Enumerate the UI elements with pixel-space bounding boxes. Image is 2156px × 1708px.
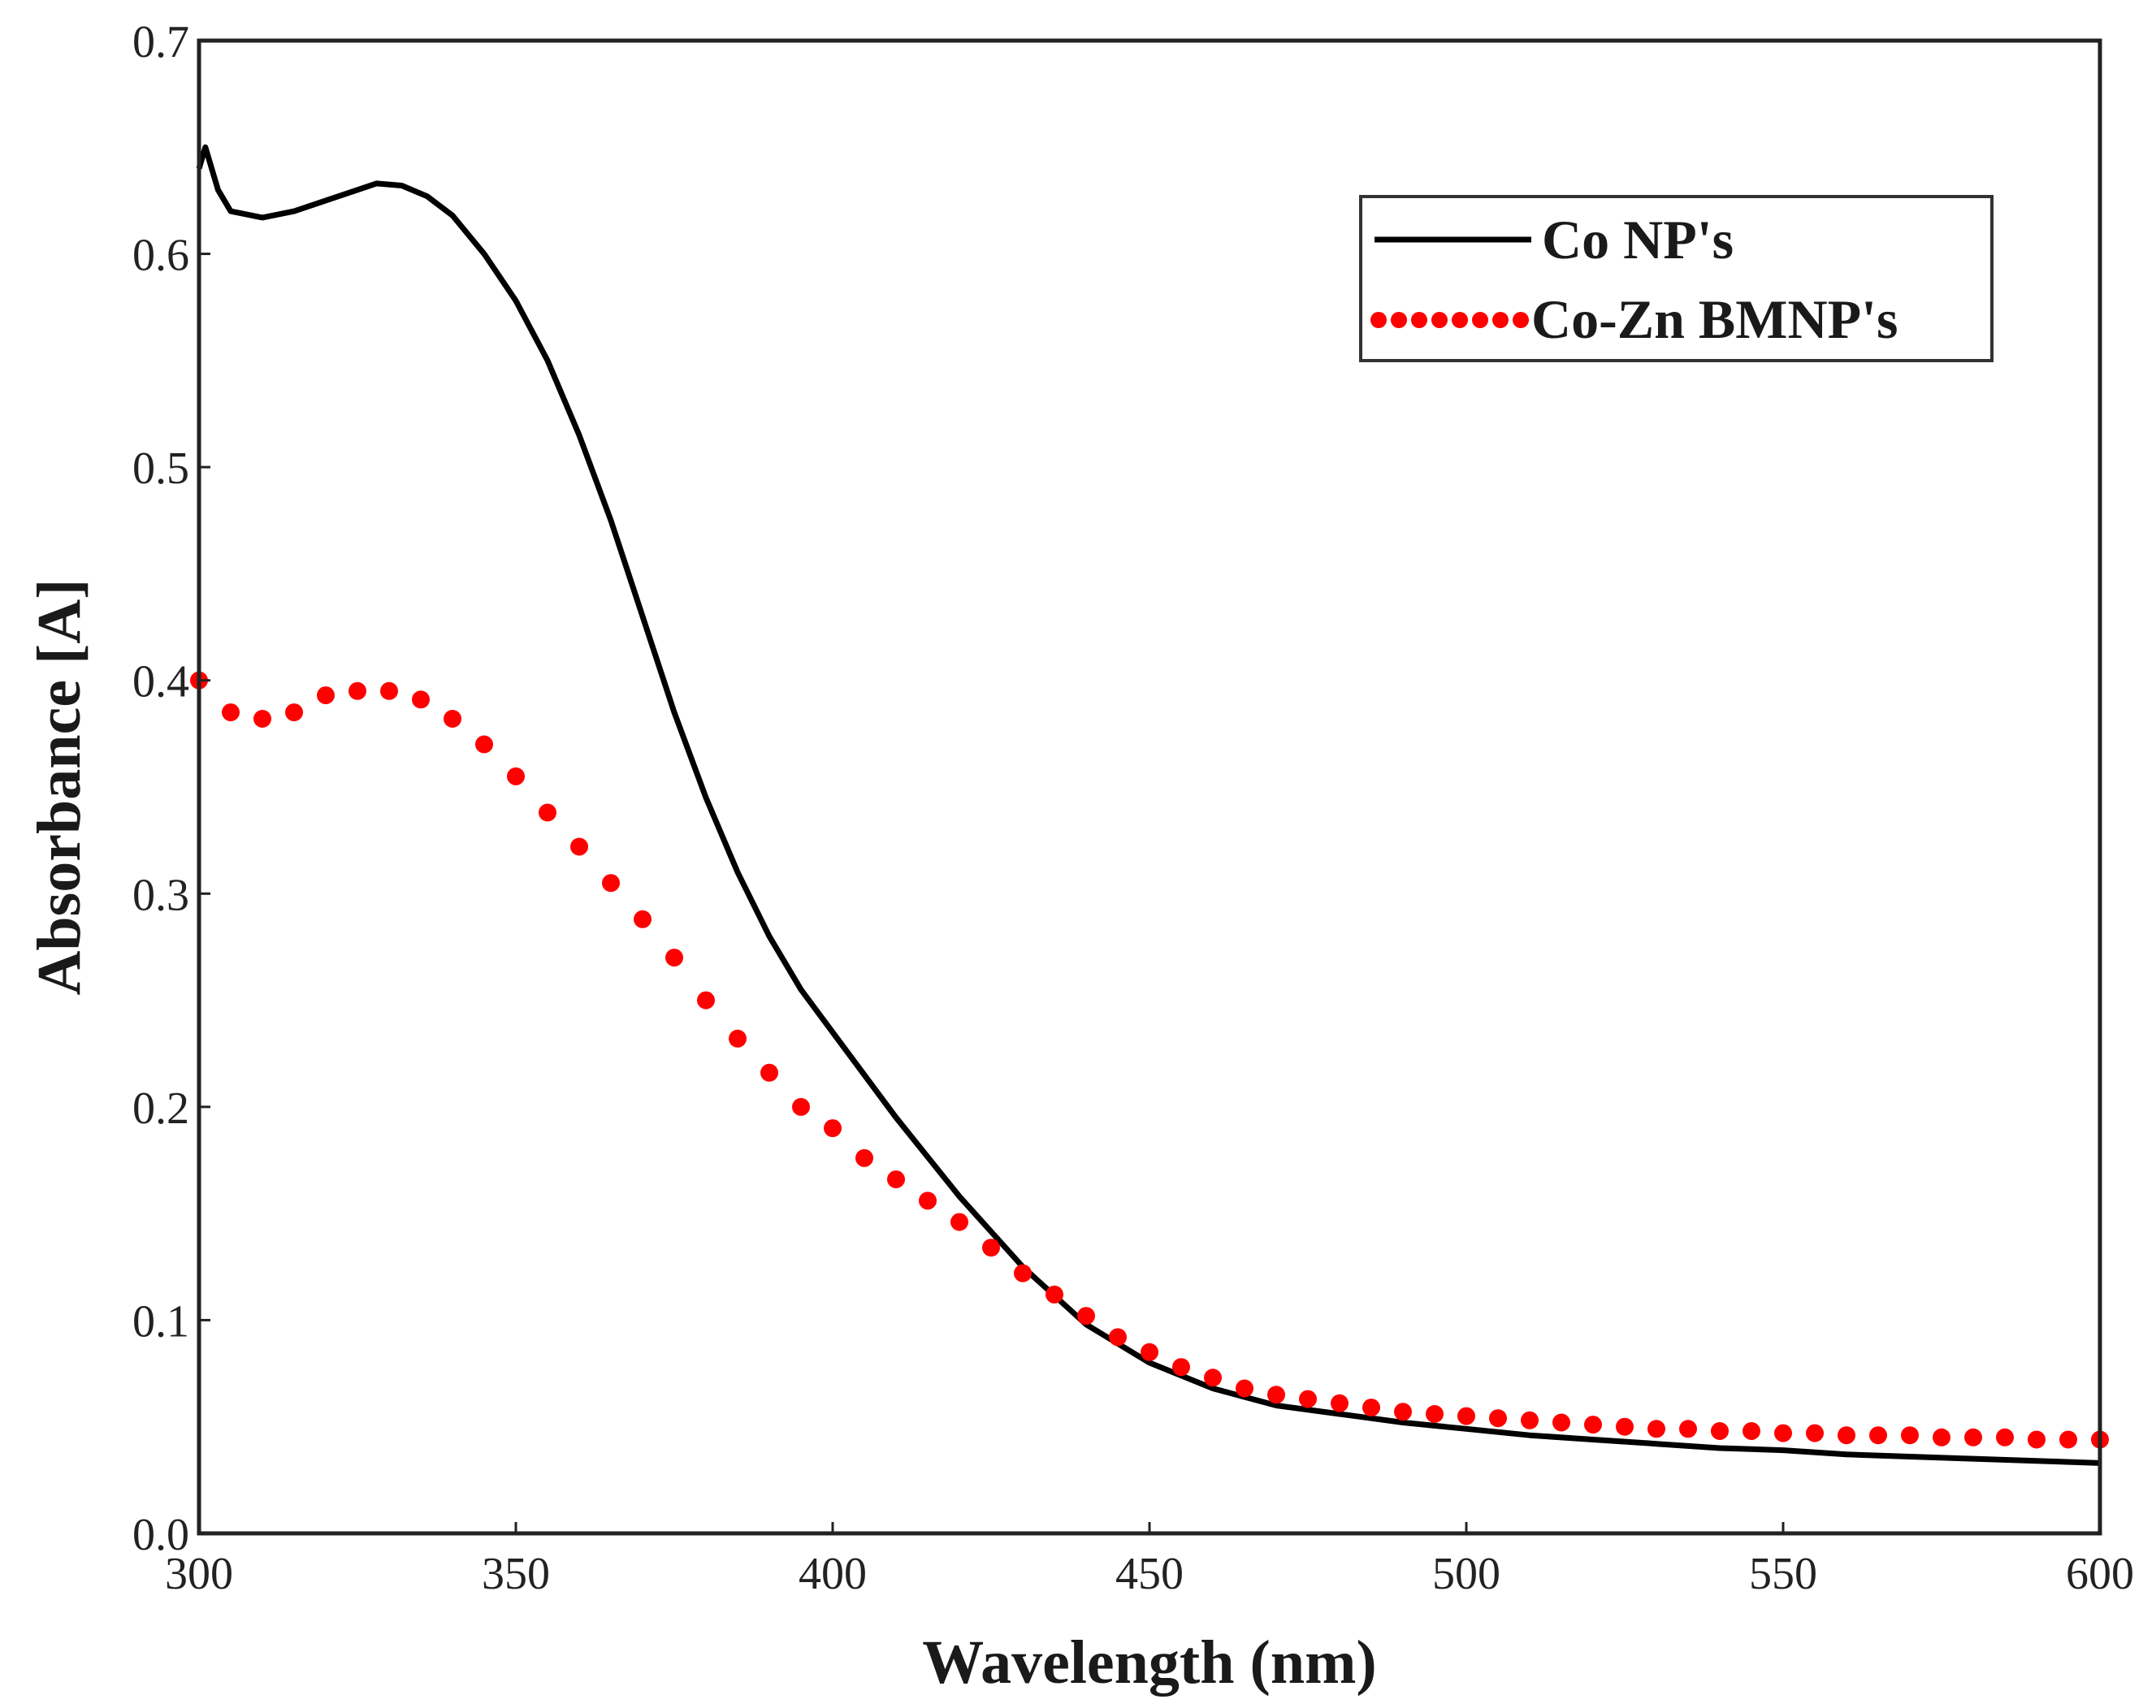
series-point-co-zn-305 (222, 703, 240, 722)
series-point-co-zn-315 (285, 703, 303, 722)
x-tick-label-450: 450 (1115, 1549, 1184, 1599)
legend-dot-1 (1391, 312, 1407, 328)
series-point-co-zn-585 (1996, 1428, 2014, 1446)
series-point-co-zn-470 (1267, 1386, 1285, 1404)
series-point-co-zn-405 (855, 1148, 873, 1167)
series-point-co-zn-565 (1869, 1426, 1887, 1445)
series-point-co-zn-475 (1299, 1390, 1317, 1408)
series-line-co-np (196, 144, 2101, 1466)
series-point-co-zn-570 (1901, 1426, 1919, 1445)
y-tick-label-2: 0.2 (132, 1083, 189, 1134)
series-point-co-zn-410 (887, 1170, 905, 1189)
series-point-co-zn-330 (380, 681, 398, 700)
series-point-co-zn-580 (1964, 1428, 1982, 1446)
series-point-co-zn-550 (1774, 1424, 1792, 1442)
series-point-co-zn-440 (1077, 1307, 1095, 1325)
series-point-co-zn-420 (950, 1213, 968, 1231)
series-point-co-zn-320 (317, 686, 335, 705)
y-tick-label-7: 0.7 (132, 17, 189, 67)
series-point-co-zn-310 (253, 710, 271, 728)
series-point-co-zn-365 (602, 874, 620, 893)
x-axis-title: Wavelength (nm) (922, 1628, 1376, 1697)
series-point-co-zn-465 (1236, 1379, 1253, 1398)
series-point-co-zn-520 (1584, 1416, 1602, 1434)
series-point-co-zn-325 (349, 681, 366, 700)
series-point-co-zn-375 (665, 949, 683, 967)
series-point-co-zn-485 (1362, 1399, 1380, 1417)
series-point-co-zn-455 (1172, 1358, 1190, 1377)
series-point-co-zn-345 (475, 735, 493, 754)
series-point-co-zn-360 (570, 837, 588, 856)
legend-swatch-co-zn (1370, 312, 1529, 328)
legend-dot-2 (1411, 312, 1427, 328)
series-point-co-zn-480 (1331, 1394, 1349, 1412)
series-point-co-zn-450 (1141, 1343, 1158, 1361)
series-point-co-zn-500 (1457, 1407, 1475, 1425)
series-point-co-zn-560 (1838, 1426, 1855, 1445)
y-tick-label-5: 0.5 (132, 443, 189, 494)
legend-dot-5 (1472, 312, 1488, 328)
series-co-zn-points (190, 671, 2109, 1449)
series-point-co-zn-355 (539, 803, 556, 822)
y-tick-label-0: 0.0 (132, 1510, 189, 1560)
series-point-co-zn-390 (760, 1063, 778, 1082)
series-point-co-zn-535 (1679, 1420, 1697, 1438)
series-point-co-zn-460 (1204, 1369, 1222, 1387)
legend-label-co-np: Co NP's (1542, 209, 1734, 270)
series-point-co-zn-370 (634, 910, 652, 928)
y-tick-label-4: 0.4 (132, 657, 189, 707)
series-point-co-zn-510 (1521, 1411, 1539, 1429)
legend-dot-4 (1452, 312, 1468, 328)
series-point-co-zn-490 (1394, 1403, 1412, 1421)
x-tick-label-300: 300 (165, 1549, 233, 1599)
series-point-co-zn-415 (919, 1191, 937, 1210)
series-point-co-zn-380 (697, 991, 715, 1010)
series-point-co-zn-400 (824, 1119, 842, 1138)
series-point-co-zn-425 (982, 1239, 1000, 1257)
series-point-co-zn-385 (729, 1029, 747, 1048)
series-point-co-zn-395 (792, 1097, 810, 1116)
series-point-co-zn-430 (1014, 1264, 1032, 1282)
series-point-co-zn-445 (1109, 1328, 1127, 1347)
series-point-co-zn-435 (1046, 1285, 1063, 1304)
legend-dot-0 (1370, 312, 1387, 328)
legend-dot-7 (1513, 312, 1529, 328)
series-point-co-zn-350 (507, 767, 525, 785)
x-tick-label-600: 600 (2066, 1549, 2134, 1599)
y-tick-label-3: 0.3 (132, 870, 189, 920)
series-point-co-zn-495 (1426, 1405, 1444, 1423)
series-point-co-zn-575 (1933, 1428, 1950, 1446)
series-point-co-zn-595 (2059, 1430, 2077, 1449)
series-point-co-zn-540 (1711, 1422, 1729, 1440)
x-tick-label-550: 550 (1749, 1549, 1817, 1599)
y-tick-label-1: 0.1 (132, 1296, 189, 1347)
series-point-co-zn-515 (1552, 1413, 1570, 1432)
series-point-co-zn-555 (1806, 1424, 1824, 1442)
legend-dot-3 (1431, 312, 1448, 328)
series-point-co-zn-340 (444, 710, 461, 728)
y-axis-title: Absorbance [A] (25, 579, 93, 996)
series-point-co-zn-545 (1743, 1422, 1760, 1440)
x-tick-label-400: 400 (799, 1549, 867, 1599)
x-tick-label-350: 350 (482, 1549, 550, 1599)
series-point-co-zn-505 (1489, 1409, 1507, 1428)
legend-dot-6 (1492, 312, 1509, 328)
legend: Co NP's Co-Zn BMNP's (1359, 195, 1994, 362)
legend-box (1359, 195, 1994, 362)
series-point-co-zn-530 (1647, 1420, 1665, 1438)
series-point-co-zn-590 (2028, 1430, 2046, 1449)
legend-label-co-zn: Co-Zn BMNP's (1531, 288, 1898, 350)
x-tick-label-500: 500 (1432, 1549, 1500, 1599)
series-point-co-zn-335 (412, 690, 430, 709)
y-tick-label-6: 0.6 (132, 231, 189, 281)
series-point-co-zn-525 (1616, 1417, 1634, 1436)
